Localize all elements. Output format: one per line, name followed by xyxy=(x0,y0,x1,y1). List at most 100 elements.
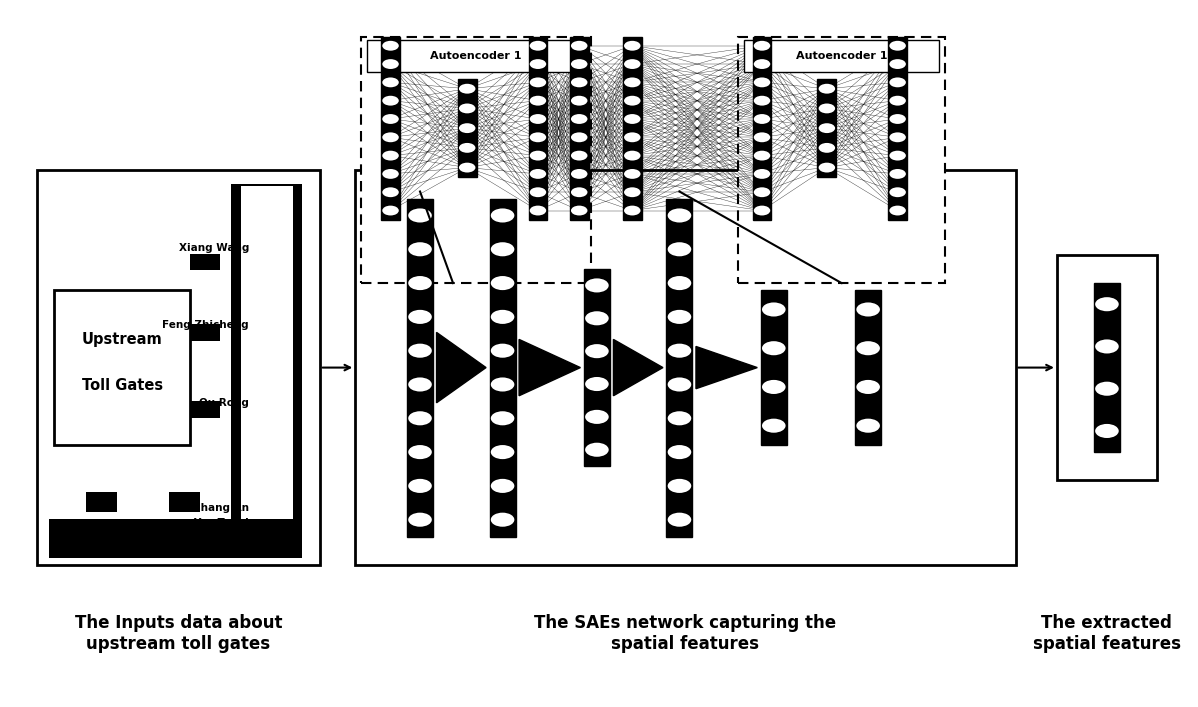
Text: The SAEs network capturing the
spatial features: The SAEs network capturing the spatial f… xyxy=(534,614,836,653)
Circle shape xyxy=(382,95,399,105)
Circle shape xyxy=(754,132,770,142)
Circle shape xyxy=(818,103,835,113)
Circle shape xyxy=(409,513,431,527)
Circle shape xyxy=(491,310,514,324)
Polygon shape xyxy=(519,339,580,396)
Circle shape xyxy=(491,411,514,426)
Circle shape xyxy=(857,341,879,355)
Circle shape xyxy=(382,41,399,51)
FancyBboxPatch shape xyxy=(761,290,787,445)
Circle shape xyxy=(571,95,587,105)
Circle shape xyxy=(667,310,691,324)
Circle shape xyxy=(889,114,906,124)
Circle shape xyxy=(585,344,609,358)
Circle shape xyxy=(585,443,609,457)
Circle shape xyxy=(754,41,770,51)
Circle shape xyxy=(409,243,431,257)
FancyBboxPatch shape xyxy=(54,290,190,445)
Circle shape xyxy=(667,276,691,290)
Text: The Inputs data about
upstream toll gates: The Inputs data about upstream toll gate… xyxy=(74,614,282,653)
Text: Upstream: Upstream xyxy=(81,332,163,347)
Circle shape xyxy=(762,303,786,317)
Circle shape xyxy=(762,341,786,355)
Circle shape xyxy=(889,41,906,51)
Circle shape xyxy=(571,78,587,87)
FancyBboxPatch shape xyxy=(623,37,642,220)
FancyBboxPatch shape xyxy=(570,37,588,220)
Circle shape xyxy=(624,114,641,124)
Circle shape xyxy=(624,132,641,142)
Circle shape xyxy=(459,103,476,113)
Circle shape xyxy=(667,479,691,493)
FancyBboxPatch shape xyxy=(583,269,610,466)
FancyBboxPatch shape xyxy=(1094,283,1120,452)
Text: Chang An: Chang An xyxy=(193,503,249,513)
Circle shape xyxy=(571,187,587,197)
Circle shape xyxy=(409,276,431,290)
FancyBboxPatch shape xyxy=(666,199,692,537)
Circle shape xyxy=(459,143,476,153)
FancyBboxPatch shape xyxy=(528,37,547,220)
Circle shape xyxy=(530,59,546,69)
Text: The extracted
spatial features: The extracted spatial features xyxy=(1033,614,1181,653)
FancyBboxPatch shape xyxy=(190,254,219,270)
Circle shape xyxy=(382,169,399,179)
Circle shape xyxy=(530,151,546,160)
Text: Yan Tabai: Yan Tabai xyxy=(193,518,249,527)
Circle shape xyxy=(624,95,641,105)
Circle shape xyxy=(382,78,399,87)
Circle shape xyxy=(530,114,546,124)
Circle shape xyxy=(754,187,770,197)
Circle shape xyxy=(624,78,641,87)
FancyBboxPatch shape xyxy=(231,185,302,522)
Text: ...: ... xyxy=(540,357,558,378)
Circle shape xyxy=(754,114,770,124)
Circle shape xyxy=(585,279,609,293)
Polygon shape xyxy=(613,339,662,396)
Circle shape xyxy=(857,303,879,317)
FancyBboxPatch shape xyxy=(744,40,939,72)
Circle shape xyxy=(382,187,399,197)
Circle shape xyxy=(459,84,476,93)
Circle shape xyxy=(889,169,906,179)
Circle shape xyxy=(667,378,691,392)
Circle shape xyxy=(624,41,641,51)
Circle shape xyxy=(491,445,514,459)
FancyBboxPatch shape xyxy=(381,37,400,220)
Circle shape xyxy=(530,132,546,142)
Circle shape xyxy=(889,206,906,216)
Circle shape xyxy=(409,209,431,223)
Circle shape xyxy=(889,78,906,87)
Circle shape xyxy=(1095,297,1119,311)
FancyBboxPatch shape xyxy=(367,40,585,72)
Circle shape xyxy=(889,95,906,105)
Circle shape xyxy=(571,114,587,124)
Circle shape xyxy=(624,59,641,69)
Circle shape xyxy=(762,419,786,433)
FancyBboxPatch shape xyxy=(817,79,836,177)
Circle shape xyxy=(889,151,906,160)
Circle shape xyxy=(491,209,514,223)
Text: Xiang Wang: Xiang Wang xyxy=(179,243,249,253)
Circle shape xyxy=(530,78,546,87)
FancyBboxPatch shape xyxy=(855,290,881,445)
FancyBboxPatch shape xyxy=(355,170,1016,565)
FancyBboxPatch shape xyxy=(241,186,292,519)
Circle shape xyxy=(754,151,770,160)
Circle shape xyxy=(818,143,835,153)
Circle shape xyxy=(667,445,691,459)
Circle shape xyxy=(571,132,587,142)
Circle shape xyxy=(1095,424,1119,438)
Circle shape xyxy=(491,378,514,392)
Circle shape xyxy=(1095,382,1119,396)
FancyBboxPatch shape xyxy=(1057,255,1157,480)
Circle shape xyxy=(624,151,641,160)
Circle shape xyxy=(409,411,431,426)
Circle shape xyxy=(754,169,770,179)
Circle shape xyxy=(754,59,770,69)
FancyBboxPatch shape xyxy=(190,402,219,419)
Circle shape xyxy=(1095,339,1119,354)
Circle shape xyxy=(530,187,546,197)
Circle shape xyxy=(382,132,399,142)
Circle shape xyxy=(571,151,587,160)
